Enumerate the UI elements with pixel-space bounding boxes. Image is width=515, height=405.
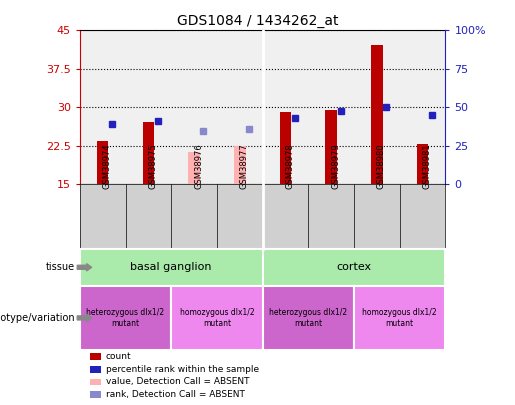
Text: GSM38974: GSM38974 [102,144,112,190]
Text: rank, Detection Call = ABSENT: rank, Detection Call = ABSENT [106,390,245,399]
Text: value, Detection Call = ABSENT: value, Detection Call = ABSENT [106,377,249,386]
Text: percentile rank within the sample: percentile rank within the sample [106,365,259,374]
Text: homozygous dlx1/2
mutant: homozygous dlx1/2 mutant [180,308,254,328]
Bar [417,144,428,184]
Bar [188,152,200,184]
Text: GDS1084 / 1434262_at: GDS1084 / 1434262_at [177,14,338,28]
Text: GSM38977: GSM38977 [240,144,249,190]
Text: homozygous dlx1/2
mutant: homozygous dlx1/2 mutant [363,308,437,328]
Bar [280,112,291,184]
Text: GSM38976: GSM38976 [194,144,203,190]
Bar [143,122,154,184]
Bar [371,45,383,184]
Text: GSM38975: GSM38975 [148,144,158,190]
Text: genotype/variation: genotype/variation [0,313,75,323]
Text: heterozygous dlx1/2
mutant: heterozygous dlx1/2 mutant [269,308,348,328]
Text: GSM38979: GSM38979 [331,144,340,190]
Text: basal ganglion: basal ganglion [130,262,212,272]
Text: heterozygous dlx1/2
mutant: heterozygous dlx1/2 mutant [87,308,165,328]
Bar [234,146,246,184]
Text: tissue: tissue [45,262,75,272]
Text: GSM38981: GSM38981 [423,144,432,190]
Text: GSM38978: GSM38978 [285,144,295,190]
Bar [325,111,337,184]
Text: count: count [106,352,131,361]
Bar [97,141,108,184]
Text: cortex: cortex [336,262,372,272]
Text: GSM38980: GSM38980 [377,144,386,190]
